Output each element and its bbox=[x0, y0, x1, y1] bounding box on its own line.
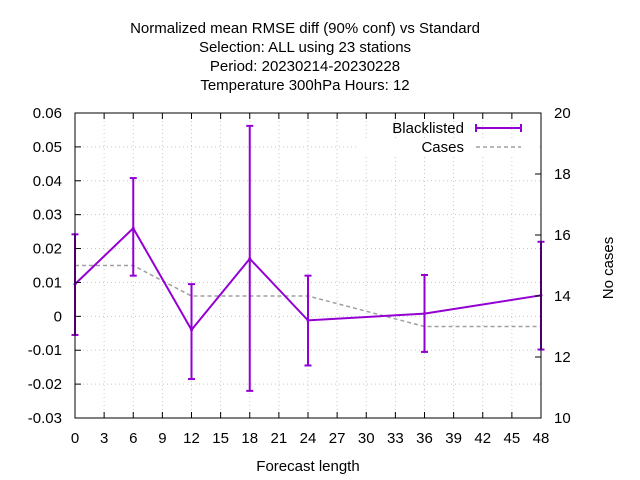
y2-tick-label-18: 18 bbox=[554, 166, 571, 183]
x-tick-label-30: 30 bbox=[358, 430, 375, 447]
y-tick-label--0.03: -0.03 bbox=[28, 410, 62, 427]
y-tick-label-0: 0 bbox=[54, 308, 62, 325]
data-point-36 bbox=[423, 312, 426, 316]
x-tick-label-6: 6 bbox=[129, 430, 137, 447]
x-tick-label-18: 18 bbox=[241, 430, 258, 447]
x-tick-label-0: 0 bbox=[71, 430, 79, 447]
y-tick-label-0.06: 0.06 bbox=[33, 105, 62, 122]
x-tick-label-24: 24 bbox=[300, 430, 317, 447]
data-point-12 bbox=[190, 328, 193, 332]
x-tick-label-42: 42 bbox=[474, 430, 491, 447]
y2-axis-label: No cases bbox=[600, 237, 617, 300]
y-tick-label--0.01: -0.01 bbox=[28, 342, 62, 359]
y2-tick-label-14: 14 bbox=[554, 288, 571, 305]
chart-title: Normalized mean RMSE diff (90% conf) vs … bbox=[130, 20, 480, 94]
x-tick-label-39: 39 bbox=[445, 430, 462, 447]
x-tick-label-21: 21 bbox=[271, 430, 288, 447]
x-tick-label-9: 9 bbox=[158, 430, 166, 447]
y-tick-label-0.02: 0.02 bbox=[33, 241, 62, 258]
data-point-6 bbox=[131, 226, 135, 230]
data-point-24 bbox=[306, 318, 310, 322]
x-tick-label-3: 3 bbox=[100, 430, 108, 447]
axis-ticks: 0 3 6 9 12 15 18 21 24 27 30 33 36 39 42 45 48-0.03-0.02… bbox=[28, 105, 571, 447]
title-line-1: Normalized mean RMSE diff (90% conf) vs … bbox=[130, 20, 480, 37]
x-tick-label-33: 33 bbox=[387, 430, 404, 447]
x-tick-label-15: 15 bbox=[212, 430, 229, 447]
y-tick-label-0.05: 0.05 bbox=[33, 139, 62, 156]
x-tick-label-12: 12 bbox=[183, 430, 200, 447]
y2-tick-label-10: 10 bbox=[554, 410, 571, 427]
y2-tick-label-20: 20 bbox=[554, 105, 571, 122]
title-line-4: Temperature 300hPa Hours: 12 bbox=[200, 77, 409, 94]
x-axis-label: Forecast length bbox=[256, 458, 359, 475]
data-point-18 bbox=[248, 257, 252, 261]
y-tick-label-0.01: 0.01 bbox=[33, 274, 62, 291]
y2-tick-label-16: 16 bbox=[554, 227, 571, 244]
axis-labels: Forecast length No cases bbox=[256, 237, 617, 475]
legend-bg bbox=[358, 140, 538, 154]
x-tick-label-45: 45 bbox=[504, 430, 521, 447]
y-tick-label-0.04: 0.04 bbox=[33, 173, 62, 190]
x-tick-label-36: 36 bbox=[416, 430, 433, 447]
grid bbox=[75, 113, 541, 418]
x-tick-label-48: 48 bbox=[533, 430, 550, 447]
title-line-2: Selection: ALL using 23 stations bbox=[199, 39, 411, 56]
legend-label-cases: Cases bbox=[421, 139, 464, 156]
y-tick-label--0.02: -0.02 bbox=[28, 376, 62, 393]
y-tick-label-0.03: 0.03 bbox=[33, 207, 62, 224]
legend-label-blacklisted: Blacklisted bbox=[392, 120, 464, 137]
legend: Blacklisted Cases bbox=[358, 120, 538, 156]
title-line-3: Period: 20230214-20230228 bbox=[210, 58, 400, 75]
x-tick-label-27: 27 bbox=[329, 430, 346, 447]
y2-tick-label-12: 12 bbox=[554, 349, 571, 366]
